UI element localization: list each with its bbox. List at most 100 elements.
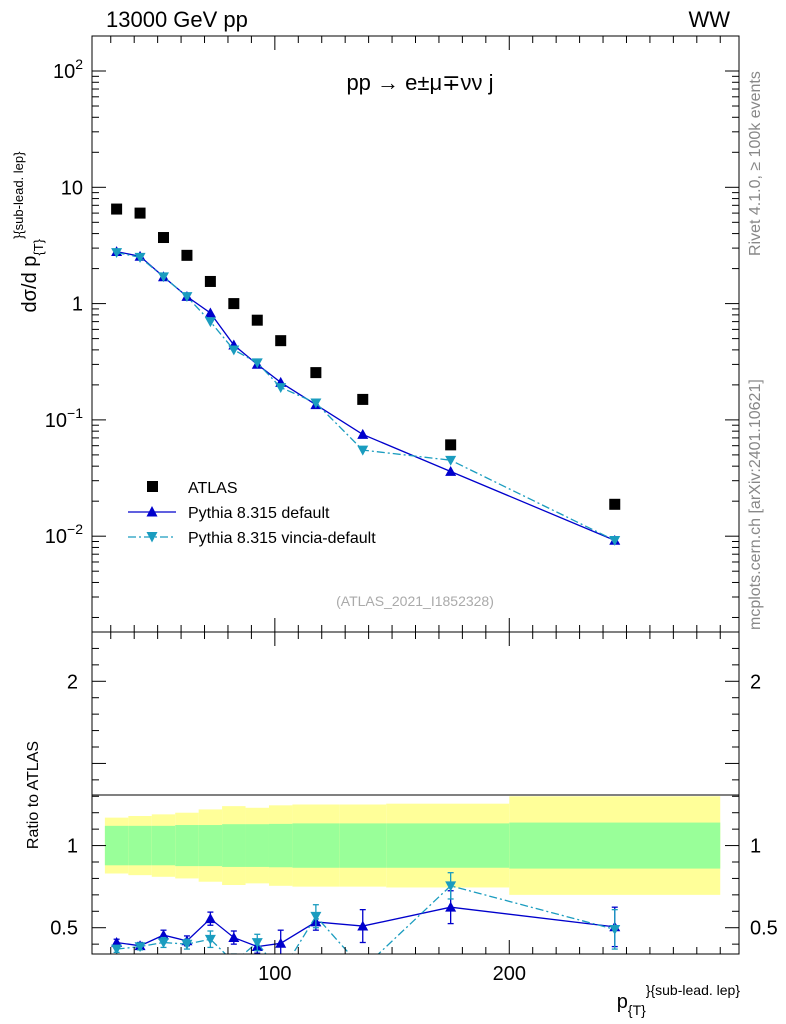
main-y-tick-label: 1 [72, 294, 83, 316]
main-point-0 [157, 232, 169, 244]
main-point-1 [445, 465, 457, 476]
ratio-y-tick-label: 1 [67, 836, 78, 858]
ratio-uncertainty-bands [104, 796, 721, 895]
ratio-band-inner [509, 822, 721, 869]
ratio-band-inner [222, 824, 246, 867]
ratio-y-tick-label: 2 [67, 671, 78, 693]
svg-text:dσ/d p{T}}{sub-lead. lep}: dσ/d p{T}}{sub-lead. lep} [11, 151, 46, 313]
main-point-2 [157, 272, 169, 283]
legend-marker-atlas [147, 481, 158, 492]
main-point-1 [357, 428, 369, 439]
ratio-y-tick-label: 0.5 [50, 918, 78, 940]
ratio-y-tick-label-right: 2 [750, 671, 761, 693]
ratio-band-inner [128, 825, 152, 866]
ratio-y-axis-label: Ratio to ATLAS [25, 741, 42, 849]
legend-label-pythia-vincia: Pythia 8.315 vincia-default [188, 530, 376, 547]
main-y-tick-labels: 10−2 10−1 1 10 102 [45, 56, 83, 548]
legend-label-pythia-default: Pythia 8.315 default [188, 505, 330, 522]
ratio-band-inner [198, 825, 223, 867]
main-y-tick-label: 10 [61, 177, 83, 199]
ratio-band-inner [245, 824, 269, 867]
ratio-band-inner [386, 823, 510, 868]
legend-marker-pythia-default [146, 506, 158, 517]
ratio-band-inner [151, 825, 176, 866]
legend-item-pythia-vincia: Pythia 8.315 vincia-default [128, 530, 376, 547]
main-y-tick-label: 10−2 [45, 521, 83, 548]
legend-item-pythia-default: Pythia 8.315 default [128, 505, 330, 522]
main-y-tick-label: 102 [53, 56, 83, 83]
main-point-2 [310, 398, 322, 409]
ratio-point-1 [445, 881, 457, 892]
main-point-0 [275, 335, 287, 347]
ratio-point-1 [111, 944, 123, 954]
ratio-axis-ticks [92, 632, 739, 954]
ratio-point-1 [204, 934, 216, 945]
ratio-point-1 [251, 938, 263, 948]
main-point-2 [111, 248, 123, 259]
process-tag: WW [688, 7, 730, 32]
ratio-band-inner [268, 823, 293, 868]
ratio-data-points [111, 872, 621, 974]
legend: ATLAS Pythia 8.315 default Pythia 8.315 … [128, 480, 376, 547]
main-point-0 [134, 207, 146, 219]
ratio-point-1 [228, 958, 239, 968]
main-point-0 [609, 498, 621, 510]
main-plot: 10−2 10−1 1 10 102 pp → e±μ∓νν j (ATLAS_2021… [11, 35, 740, 633]
ratio-y-tick-label-right: 1 [750, 836, 761, 858]
ratio-point-0 [111, 937, 123, 947]
main-y-tick-label: 10−1 [45, 405, 83, 432]
main-point-0 [310, 367, 322, 379]
ratio-band-inner [104, 825, 129, 866]
main-point-2 [251, 358, 263, 369]
ratio-point-1 [181, 939, 193, 950]
ratio-series-line-1 [116, 885, 615, 954]
main-point-1 [204, 307, 216, 318]
main-y-axis-label: dσ/d p{T}}{sub-lead. lep} [11, 151, 46, 313]
main-axis-ticks [92, 35, 739, 632]
legend-item-atlas: ATLAS [147, 480, 238, 497]
ratio-y-tick-label-right: 0.5 [750, 918, 778, 940]
legend-label-atlas: ATLAS [188, 480, 238, 497]
ratio-point-1 [134, 942, 146, 953]
main-point-2 [609, 535, 621, 546]
x-tick-label: 100 [258, 963, 291, 985]
ratio-point-0 [357, 920, 369, 931]
ratio-point-1 [310, 911, 322, 922]
main-point-2 [275, 383, 287, 393]
main-point-0 [228, 298, 240, 310]
ratio-plot-frame [91, 631, 740, 955]
mcplots-label: mcplots.cern.ch [arXiv:2401.10621] [747, 379, 764, 630]
main-point-0 [204, 275, 216, 287]
main-point-2 [357, 445, 369, 456]
ratio-point-1 [357, 964, 368, 974]
main-point-2 [204, 317, 216, 328]
ratio-tick-labels: 0.5 0.5 1 1 2 2 100 200 [50, 671, 778, 985]
main-point-2 [228, 345, 240, 356]
main-data-points [111, 203, 621, 546]
rivet-version-label: Rivet 4.1.0, ≥ 100k events [747, 71, 764, 256]
ratio-point-1 [157, 938, 169, 948]
x-tick-label: 200 [493, 963, 526, 985]
ratio-point-0 [228, 932, 240, 942]
main-point-0 [445, 439, 457, 451]
main-point-2 [445, 455, 457, 466]
analysis-label: (ATLAS_2021_I1852328) [336, 593, 494, 609]
main-point-2 [134, 252, 146, 263]
legend-marker-pythia-vincia [146, 532, 158, 543]
main-point-0 [111, 203, 123, 215]
ratio-point-1 [609, 924, 621, 935]
ratio-band-inner [292, 823, 340, 868]
x-axis-label: p{T}}{sub-lead. lep} [617, 982, 741, 1018]
ratio-point-0 [275, 937, 287, 948]
process-title: pp → e±μ∓νν j [346, 70, 493, 95]
main-point-0 [181, 249, 193, 261]
main-point-0 [357, 393, 369, 405]
main-point-0 [251, 314, 263, 326]
ratio-point-0 [204, 913, 216, 924]
ratio-plot: 0.5 0.5 1 1 2 2 100 200 Ratio to ATLAS p{T}}{su… [25, 631, 778, 1018]
ratio-band-inner [339, 823, 387, 868]
ratio-band-inner [175, 825, 199, 867]
main-point-2 [181, 292, 193, 303]
ratio-point-0 [445, 901, 457, 912]
